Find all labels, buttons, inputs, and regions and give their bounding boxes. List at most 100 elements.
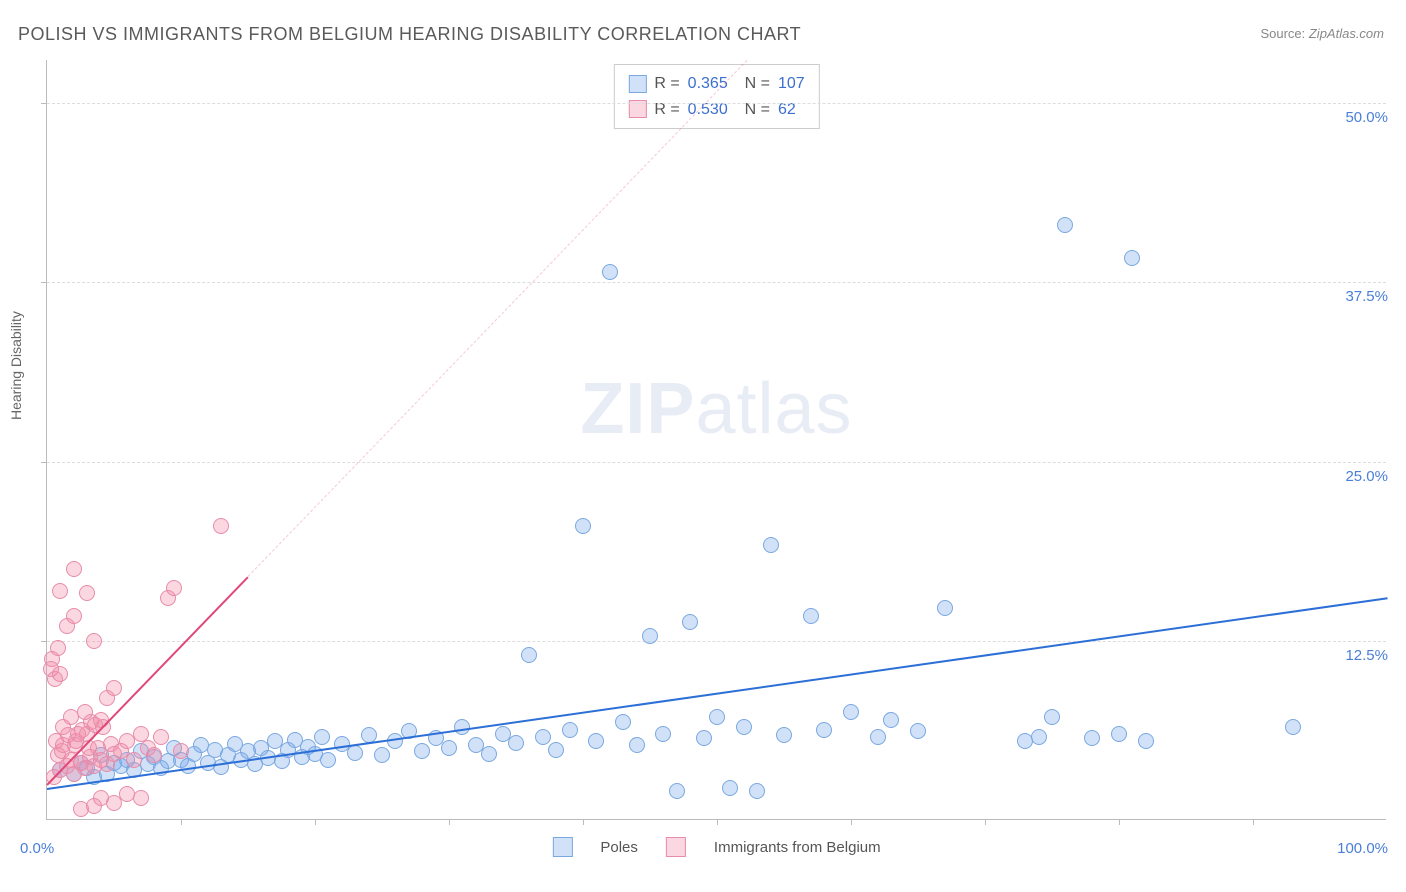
data-point	[749, 783, 765, 799]
data-point	[870, 729, 886, 745]
legend-label-2: Immigrants from Belgium	[714, 839, 881, 856]
data-point	[803, 608, 819, 624]
y-tick-label: 50.0%	[1345, 109, 1388, 126]
watermark-bold: ZIP	[580, 369, 695, 449]
data-point	[52, 583, 68, 599]
x-tick	[315, 819, 316, 825]
correlation-stats-box: R = 0.365 N = 107 R = 0.530 N = 62	[613, 64, 819, 129]
data-point	[87, 717, 103, 733]
data-point	[1044, 709, 1060, 725]
data-point	[79, 585, 95, 601]
data-point	[629, 737, 645, 753]
data-point	[106, 680, 122, 696]
data-point	[682, 614, 698, 630]
data-point	[50, 640, 66, 656]
source-attribution: Source: ZipAtlas.com	[1260, 26, 1384, 41]
data-point	[86, 633, 102, 649]
stats-row-1: R = 0.365 N = 107	[628, 71, 804, 97]
data-point	[441, 740, 457, 756]
data-point	[481, 746, 497, 762]
data-point	[347, 745, 363, 761]
watermark-light: atlas	[695, 369, 852, 449]
y-tick-label: 37.5%	[1345, 288, 1388, 305]
y-tick	[41, 103, 47, 104]
data-point	[615, 714, 631, 730]
data-point	[508, 735, 524, 751]
data-point	[66, 608, 82, 624]
data-point	[521, 647, 537, 663]
x-tick	[1253, 819, 1254, 825]
source-name: ZipAtlas.com	[1309, 26, 1384, 41]
data-point	[173, 743, 189, 759]
data-point	[1057, 217, 1073, 233]
gridline-horizontal	[47, 103, 1386, 104]
y-axis-label: Hearing Disability	[8, 311, 24, 420]
x-tick	[985, 819, 986, 825]
scatter-chart: ZIPatlas R = 0.365 N = 107 R = 0.530 N =…	[46, 60, 1386, 820]
gridline-horizontal	[47, 641, 1386, 642]
data-point	[1138, 733, 1154, 749]
data-point	[414, 743, 430, 759]
x-tick	[181, 819, 182, 825]
origin-label: 0.0%	[20, 840, 54, 857]
x-tick	[449, 819, 450, 825]
source-prefix: Source:	[1260, 26, 1308, 41]
y-tick-label: 25.0%	[1345, 468, 1388, 485]
y-tick-label: 12.5%	[1345, 647, 1388, 664]
data-point	[166, 580, 182, 596]
x-tick	[851, 819, 852, 825]
swatch-series-1	[628, 75, 646, 93]
data-point	[1124, 250, 1140, 266]
legend: Poles Immigrants from Belgium	[552, 837, 880, 857]
r-label: R =	[654, 71, 679, 97]
data-point	[73, 801, 89, 817]
data-point	[602, 264, 618, 280]
n-label: N =	[736, 71, 770, 97]
data-point	[696, 730, 712, 746]
data-point	[843, 704, 859, 720]
data-point	[146, 747, 162, 763]
data-point	[126, 752, 142, 768]
y-tick	[41, 462, 47, 463]
stats-row-2: R = 0.530 N = 62	[628, 97, 804, 123]
data-point	[910, 723, 926, 739]
data-point	[320, 752, 336, 768]
chart-title: POLISH VS IMMIGRANTS FROM BELGIUM HEARIN…	[18, 24, 801, 45]
data-point	[883, 712, 899, 728]
data-point	[1285, 719, 1301, 735]
data-point	[454, 719, 470, 735]
data-point	[588, 733, 604, 749]
data-point	[722, 780, 738, 796]
data-point	[86, 798, 102, 814]
data-point	[213, 518, 229, 534]
watermark: ZIPatlas	[580, 368, 852, 450]
n-value-2: 62	[778, 97, 796, 123]
data-point	[937, 600, 953, 616]
r-label: R =	[654, 97, 679, 123]
x-tick	[717, 819, 718, 825]
data-point	[655, 726, 671, 742]
data-point	[709, 709, 725, 725]
x-tick	[583, 819, 584, 825]
data-point	[52, 666, 68, 682]
n-label: N =	[736, 97, 770, 123]
data-point	[816, 722, 832, 738]
data-point	[133, 790, 149, 806]
legend-label-1: Poles	[600, 839, 638, 856]
xmax-label: 100.0%	[1337, 840, 1388, 857]
data-point	[669, 783, 685, 799]
data-point	[153, 729, 169, 745]
data-point	[548, 742, 564, 758]
y-tick	[41, 641, 47, 642]
trend-line	[248, 60, 748, 577]
data-point	[736, 719, 752, 735]
legend-swatch-1	[552, 837, 572, 857]
data-point	[66, 561, 82, 577]
x-tick	[1119, 819, 1120, 825]
data-point	[1084, 730, 1100, 746]
data-point	[1031, 729, 1047, 745]
data-point	[575, 518, 591, 534]
gridline-horizontal	[47, 282, 1386, 283]
y-tick	[41, 282, 47, 283]
legend-swatch-2	[666, 837, 686, 857]
